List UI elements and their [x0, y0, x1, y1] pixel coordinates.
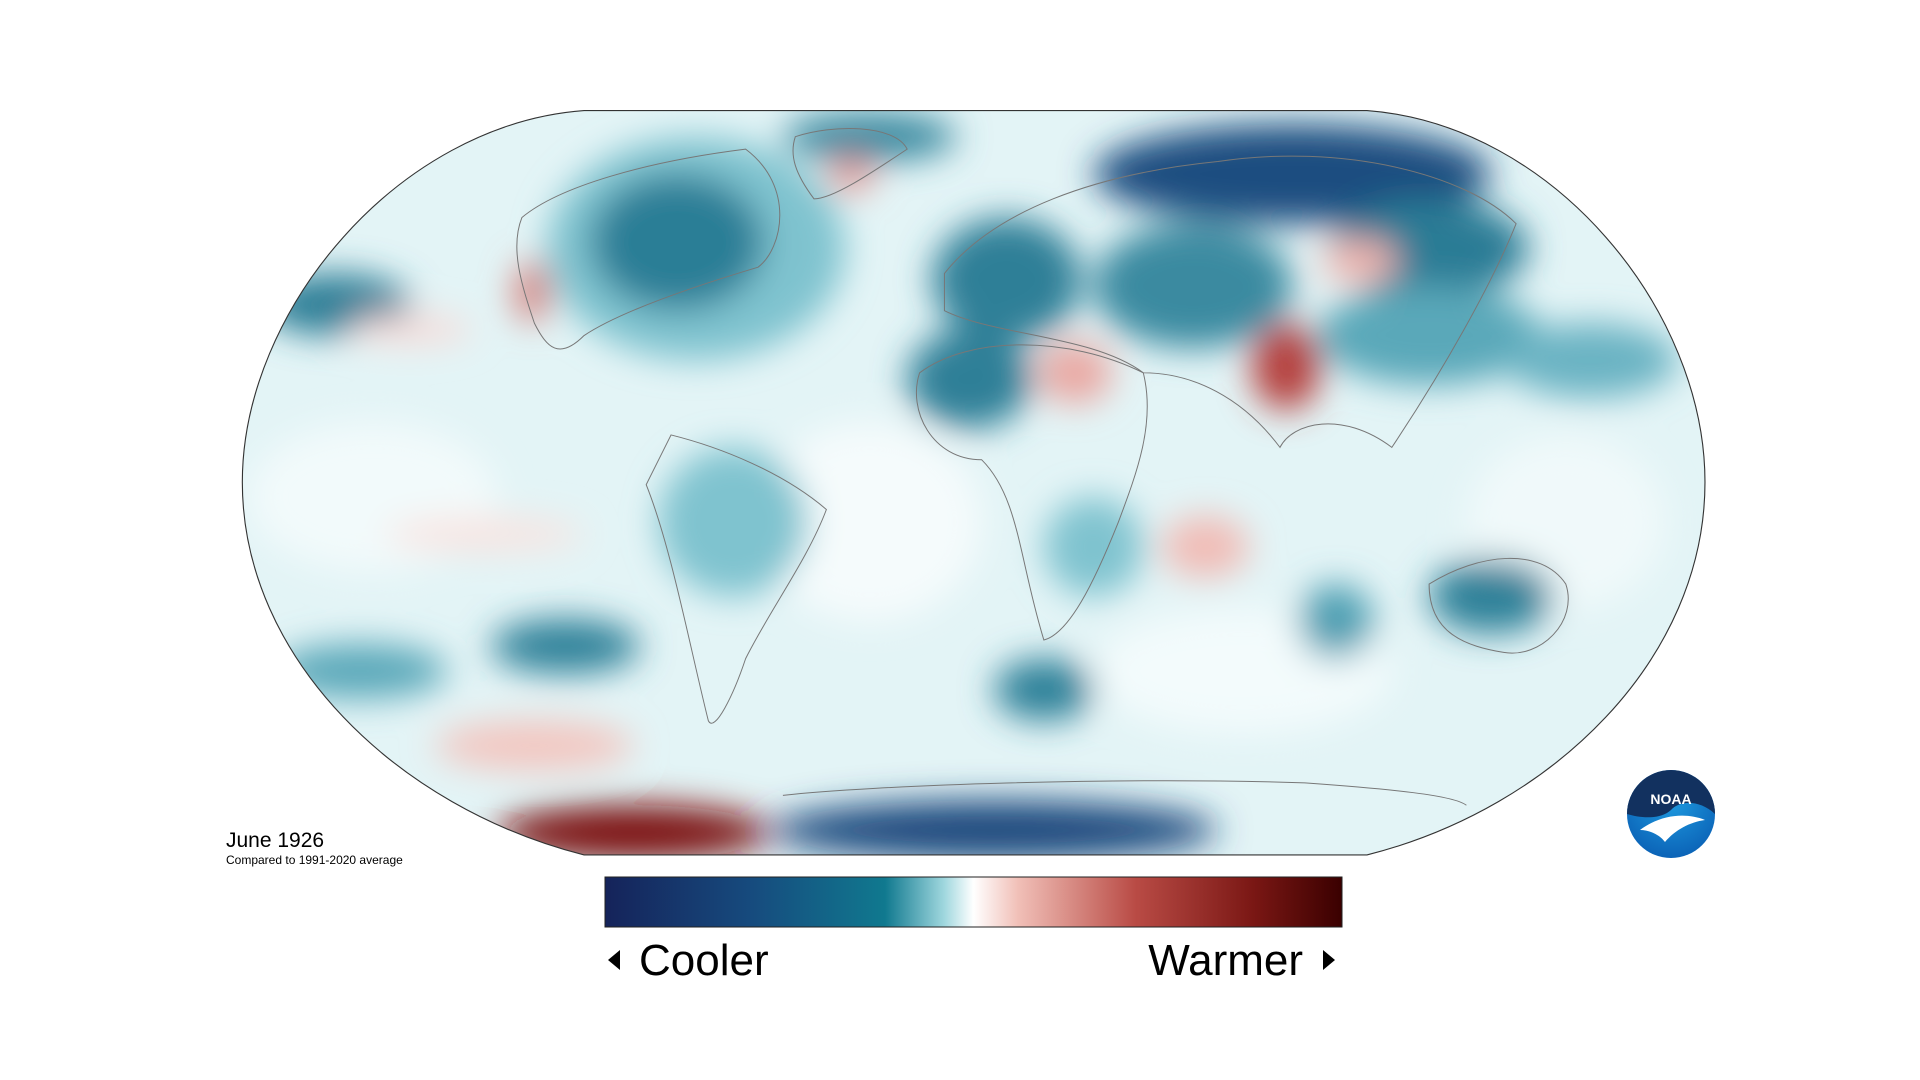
coastlines — [516, 128, 1569, 806]
map-outline — [241, 110, 1706, 856]
anomaly-field — [242, 110, 1705, 855]
noaa-logo: NOAA — [1627, 770, 1715, 858]
logo-text: NOAA — [1650, 791, 1691, 807]
arrow-right — [1323, 950, 1335, 970]
legend-high: Warmer — [1148, 936, 1303, 985]
map-subtitle: Compared to 1991-2020 average — [226, 853, 403, 867]
map-title: June 1926 — [226, 829, 324, 852]
color-bar — [604, 876, 1343, 928]
legend-low: Cooler — [639, 936, 769, 985]
arrow-left — [608, 950, 620, 970]
